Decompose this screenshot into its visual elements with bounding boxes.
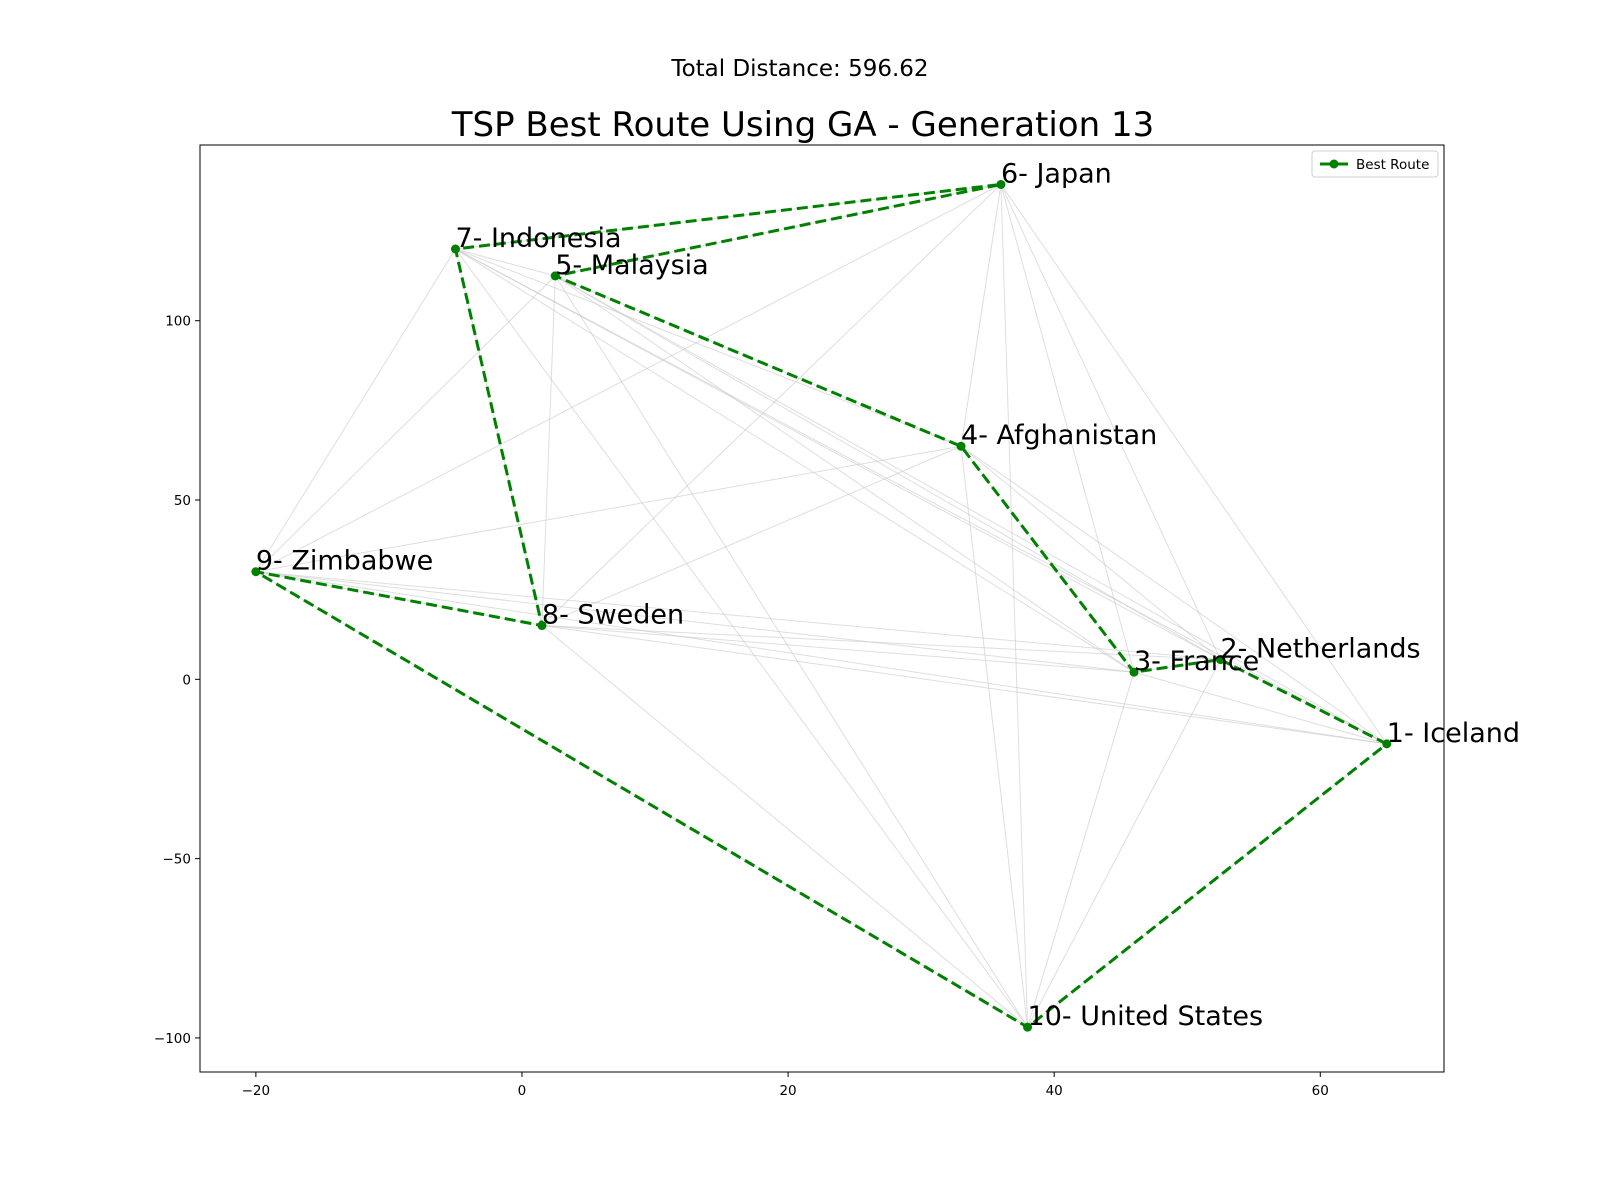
city-label: 8- Sweden [542,600,684,631]
city-point [251,567,261,577]
city-label: 3- France [1134,646,1259,677]
x-tick-label: −20 [242,1083,271,1099]
candidate-edge [255,571,1221,661]
candidate-edge [255,445,962,573]
candidate-edge [1027,659,1221,1028]
candidate-edge [455,248,1388,745]
city-point [537,621,547,631]
candidate-edge [255,184,1002,573]
y-tick-label: −100 [154,1031,191,1047]
legend-swatch-marker [1329,159,1339,169]
candidate-edge [541,625,1387,745]
candidate-edge [960,445,1388,745]
candidate-edge [255,275,556,573]
candidate-edge [455,248,962,447]
city-point [1129,667,1139,677]
city-points-layer [251,179,1392,1032]
candidate-edge [255,571,1387,745]
candidate-edge [541,184,1002,626]
city-label: 10- United States [1028,1001,1264,1032]
candidate-edge [554,275,1388,745]
x-tick-label: 20 [779,1083,796,1099]
candidate-edge [554,275,1221,661]
axes-layer: −20 0 20 40 60 −100 −50 0 50 100 [154,314,1329,1099]
city-point [996,179,1006,189]
city-label: 7- Indonesia [455,223,621,254]
candidate-edge [1027,743,1388,1028]
candidate-edge [1220,659,1388,745]
x-tick-label: 40 [1046,1083,1063,1099]
legend-label-best-route: Best Route [1356,157,1429,173]
candidate-edge [1000,184,1221,660]
candidate-edge [541,625,1028,1028]
city-label: 4- Afghanistan [961,420,1157,451]
candidate-edge [554,275,1028,1028]
y-tick-label: 0 [182,672,191,688]
best-route-line [255,182,1388,1029]
total-distance-subtitle: Total Distance: 596.62 [671,56,929,82]
x-tick-label: 60 [1312,1083,1329,1099]
candidate-edge [1000,184,1135,673]
city-point [1023,1022,1033,1032]
candidate-edge [554,275,1135,673]
city-point [1215,655,1225,665]
legend: Best Route [1311,150,1439,178]
candidate-edge [960,184,1002,447]
candidate-edge [960,445,1221,660]
candidate-edge [1000,184,1029,1028]
candidate-edge [1027,672,1135,1028]
candidate-edge [455,248,556,277]
legend-box [1311,150,1439,178]
city-point [550,271,560,281]
chart-title: TSP Best Route Using GA - Generation 13 [451,105,1154,145]
city-point [450,244,460,254]
city-label: 9- Zimbabwe [256,546,433,577]
candidate-edge [541,275,556,626]
city-label: 6- Japan [1001,158,1112,189]
candidate-edge [541,445,962,626]
y-tick-label: 50 [174,493,191,509]
city-label: 1- Iceland [1387,718,1520,749]
candidate-edge [455,248,1221,661]
candidate-edge [455,248,1028,1028]
plot-area-frame [199,144,1445,1073]
x-tick-label: 0 [518,1083,527,1099]
y-tick-label: 100 [165,314,191,330]
candidate-edge [1133,671,1387,745]
candidate-edge [455,248,1135,673]
candidate-edge [1000,184,1388,745]
candidate-edge [255,571,1135,673]
city-label: 5- Malaysia [555,250,708,281]
city-point [1382,739,1392,749]
candidate-edge [541,625,1135,673]
best-route-layer [255,182,1388,1029]
candidate-routes-layer [255,183,1388,1028]
city-label: 2- Netherlands [1220,634,1420,665]
y-tick-label: −50 [163,852,192,868]
candidate-edge [960,446,1029,1028]
city-point [956,441,966,451]
candidate-edge [255,248,456,573]
